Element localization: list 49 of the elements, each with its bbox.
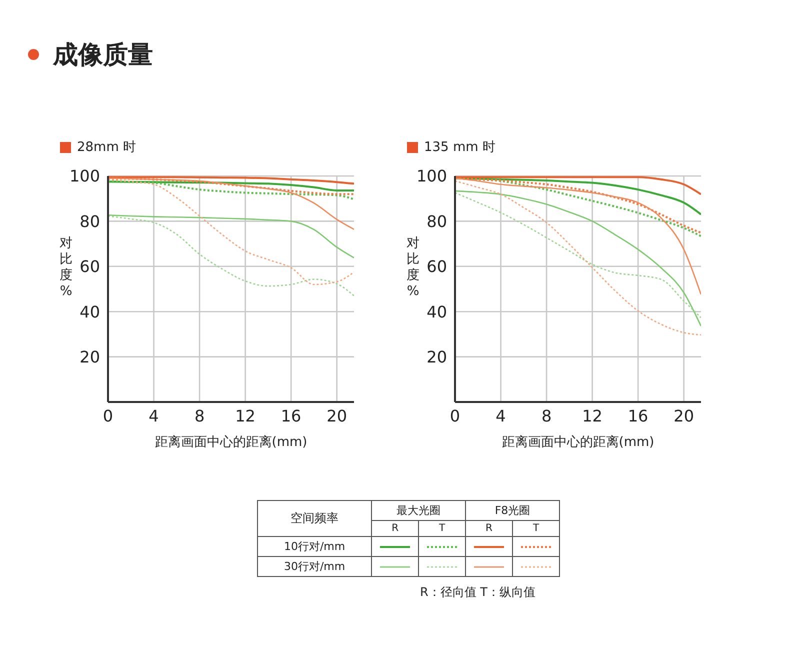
y-tick-label: 40 <box>80 302 100 322</box>
y-axis-title: 对比度% <box>406 236 420 300</box>
text: 成像质量 <box>53 39 153 71</box>
x-tick-label: 0 <box>102 406 114 426</box>
text: T <box>418 520 466 536</box>
y-tick-label: 60 <box>80 257 100 276</box>
x-tick-label: 20 <box>674 406 694 426</box>
line-series <box>455 178 701 296</box>
text: 空间频率 <box>258 500 372 536</box>
y-tick-label: 100 <box>69 166 100 186</box>
x-tick-label: 12 <box>582 406 602 426</box>
line-series <box>108 180 354 200</box>
y-tick-label: 80 <box>426 212 447 231</box>
x-axis-title: 距离画面中心的距离(mm) <box>502 434 654 450</box>
y-tick-label: 20 <box>426 347 447 366</box>
line-series <box>108 214 354 258</box>
text: T <box>512 520 560 536</box>
line-series <box>455 176 701 196</box>
x-axis-title: 距离画面中心的距离(mm) <box>154 434 308 450</box>
y-tick-label: 20 <box>80 347 100 366</box>
text: R：径向值 T：纵向值 <box>420 584 536 601</box>
line-series <box>108 215 354 296</box>
x-tick-label: 12 <box>235 406 256 426</box>
line-series <box>455 177 701 216</box>
y-tick-label: 100 <box>416 166 447 186</box>
chart-title: 28mm 时 <box>77 139 136 156</box>
text: 30行对/mm <box>258 556 372 576</box>
line-series <box>108 178 354 230</box>
y-tick-label: 80 <box>80 212 100 231</box>
x-tick-label: 8 <box>541 406 552 426</box>
y-axis-title: 对比度% <box>58 236 74 300</box>
chart-title: 135 mm 时 <box>424 139 496 156</box>
text: R <box>372 520 419 536</box>
y-tick-label: 60 <box>426 257 447 276</box>
line-series <box>108 176 354 185</box>
text: R <box>466 520 512 536</box>
line-series <box>108 178 354 286</box>
text: F8光圈 <box>466 500 560 520</box>
line-series <box>108 180 354 192</box>
x-tick-label: 4 <box>496 406 506 426</box>
x-tick-label: 16 <box>280 406 302 426</box>
x-tick-label: 4 <box>148 406 159 426</box>
x-tick-label: 0 <box>450 406 460 426</box>
x-tick-label: 8 <box>194 406 205 426</box>
x-tick-label: 16 <box>628 406 648 426</box>
y-tick-label: 40 <box>426 302 447 322</box>
text: 10行对/mm <box>258 536 372 556</box>
x-tick-label: 20 <box>326 406 348 426</box>
text: 最大光圈 <box>372 500 466 520</box>
